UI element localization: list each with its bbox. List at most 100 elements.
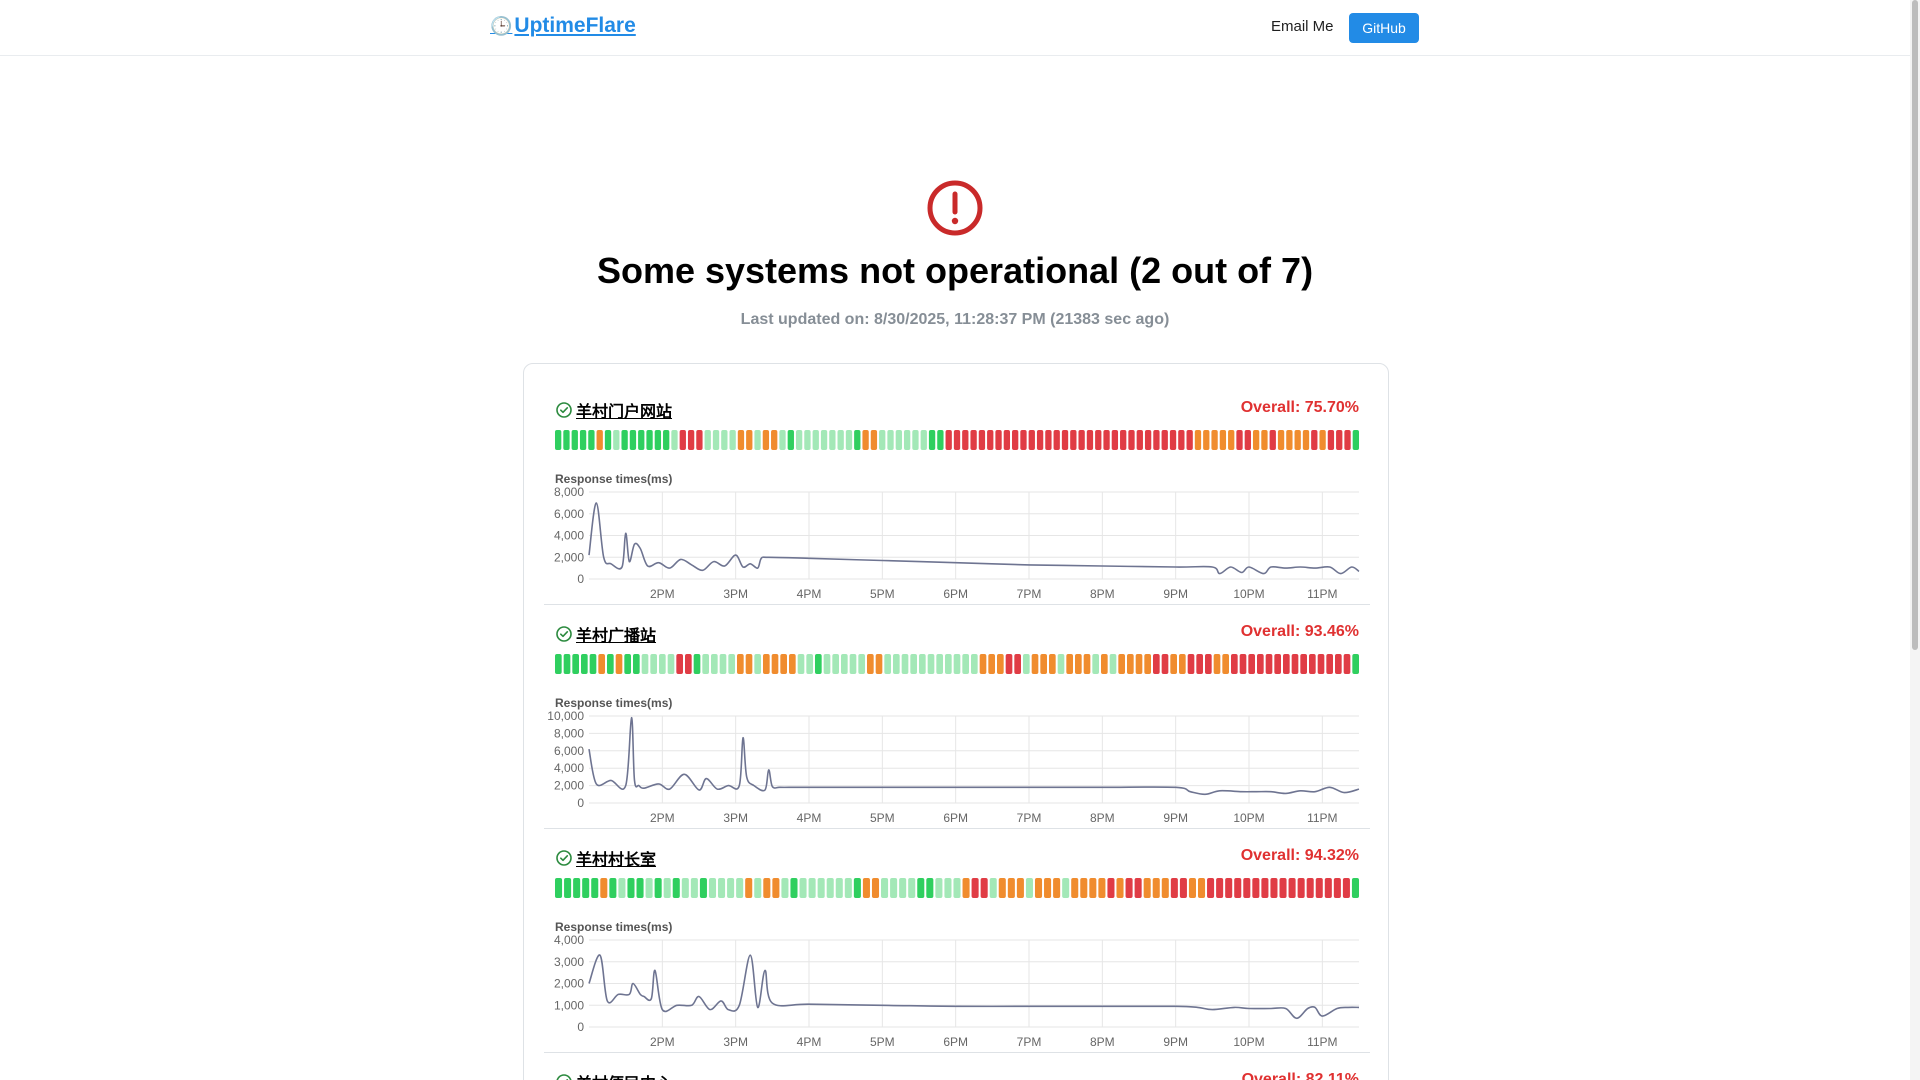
uptime-bar[interactable] — [1153, 430, 1160, 450]
uptime-bar[interactable] — [862, 430, 869, 450]
uptime-bar[interactable] — [858, 654, 865, 674]
uptime-bar[interactable] — [1144, 430, 1152, 450]
uptime-bar[interactable] — [1188, 878, 1196, 898]
uptime-bar[interactable] — [1095, 430, 1102, 450]
uptime-bar[interactable] — [1161, 430, 1168, 450]
uptime-bar[interactable] — [1309, 654, 1316, 674]
uptime-bar[interactable] — [1311, 430, 1318, 450]
uptime-bar[interactable] — [799, 878, 807, 898]
uptime-bar[interactable] — [962, 430, 969, 450]
uptime-bar[interactable] — [837, 430, 844, 450]
uptime-bar[interactable] — [1302, 430, 1310, 450]
uptime-bar[interactable] — [704, 430, 711, 450]
uptime-bar[interactable] — [687, 430, 695, 450]
uptime-bar[interactable] — [579, 430, 587, 450]
uptime-bar[interactable] — [1228, 430, 1235, 450]
uptime-bar[interactable] — [1128, 430, 1135, 450]
uptime-bar[interactable] — [1265, 654, 1273, 674]
uptime-bar[interactable] — [1257, 654, 1264, 674]
uptime-bar[interactable] — [808, 878, 816, 898]
uptime-bar[interactable] — [1080, 878, 1088, 898]
uptime-bar[interactable] — [699, 878, 707, 898]
monitor-name-link[interactable]: 羊村便民中心 — [555, 1070, 672, 1080]
uptime-bar[interactable] — [693, 654, 701, 674]
uptime-bar[interactable] — [1270, 878, 1278, 898]
uptime-bar[interactable] — [1297, 878, 1305, 898]
uptime-bar[interactable] — [588, 430, 595, 450]
uptime-bar[interactable] — [1031, 654, 1039, 674]
uptime-bar[interactable] — [1078, 430, 1085, 450]
uptime-bar[interactable] — [945, 654, 952, 674]
uptime-bar[interactable] — [1161, 878, 1169, 898]
uptime-bar[interactable] — [1053, 878, 1061, 898]
uptime-bar[interactable] — [1023, 654, 1030, 674]
uptime-bar[interactable] — [1061, 430, 1069, 450]
uptime-bar[interactable] — [1352, 430, 1359, 450]
uptime-bar[interactable] — [708, 878, 717, 898]
uptime-bar[interactable] — [604, 430, 612, 450]
uptime-bar[interactable] — [862, 878, 870, 898]
uptime-bar[interactable] — [721, 430, 728, 450]
uptime-bar[interactable] — [1012, 430, 1019, 450]
uptime-bar[interactable] — [1057, 654, 1065, 674]
uptime-bar[interactable] — [781, 878, 789, 898]
uptime-bar[interactable] — [1066, 654, 1073, 674]
uptime-bar[interactable] — [1326, 654, 1333, 674]
uptime-bar[interactable] — [1075, 654, 1082, 674]
uptime-bar[interactable] — [841, 654, 848, 674]
uptime-bar[interactable] — [676, 654, 683, 674]
uptime-bar[interactable] — [1248, 654, 1255, 674]
scrollbar-thumb[interactable] — [1912, 0, 1918, 650]
uptime-bar[interactable] — [690, 878, 698, 898]
uptime-bar[interactable] — [1034, 878, 1043, 898]
uptime-bar[interactable] — [629, 430, 637, 450]
uptime-bar[interactable] — [555, 654, 562, 674]
uptime-bar[interactable] — [1153, 654, 1160, 674]
uptime-bar[interactable] — [1005, 654, 1013, 674]
uptime-bar[interactable] — [867, 654, 874, 674]
uptime-bar[interactable] — [1086, 430, 1094, 450]
uptime-bar[interactable] — [826, 878, 834, 898]
uptime-bars-graphic[interactable] — [555, 430, 1359, 450]
uptime-bar[interactable] — [737, 430, 745, 450]
uptime-bar[interactable] — [702, 654, 709, 674]
uptime-bar[interactable] — [829, 430, 836, 450]
uptime-bar[interactable] — [563, 654, 571, 674]
uptime-bar[interactable] — [1045, 430, 1052, 450]
uptime-bar[interactable] — [1135, 654, 1143, 674]
uptime-bar[interactable] — [627, 878, 635, 898]
uptime-bar[interactable] — [719, 654, 727, 674]
uptime-bar[interactable] — [1049, 654, 1056, 674]
uptime-bar[interactable] — [995, 430, 1002, 450]
uptime-bar[interactable] — [1244, 430, 1251, 450]
uptime-bar[interactable] — [563, 430, 570, 450]
uptime-bar[interactable] — [1351, 878, 1359, 898]
uptime-bar[interactable] — [624, 654, 631, 674]
uptime-bar[interactable] — [646, 430, 653, 450]
uptime-bar[interactable] — [1222, 654, 1229, 674]
uptime-bar[interactable] — [712, 430, 720, 450]
uptime-bar[interactable] — [600, 878, 608, 898]
uptime-bar[interactable] — [979, 654, 987, 674]
uptime-bar[interactable] — [573, 878, 581, 898]
uptime-bar[interactable] — [890, 878, 898, 898]
uptime-bar[interactable] — [1111, 430, 1119, 450]
uptime-bar[interactable] — [1317, 654, 1325, 674]
uptime-bar[interactable] — [667, 654, 675, 674]
uptime-bar[interactable] — [654, 878, 662, 898]
uptime-bars[interactable] — [555, 878, 1359, 898]
uptime-bar[interactable] — [555, 430, 562, 450]
uptime-bar[interactable] — [1143, 878, 1151, 898]
uptime-bar[interactable] — [1194, 430, 1202, 450]
uptime-bar[interactable] — [987, 430, 994, 450]
uptime-bar[interactable] — [970, 430, 977, 450]
uptime-bar[interactable] — [1213, 654, 1221, 674]
uptime-bar[interactable] — [1236, 430, 1243, 450]
uptime-bar[interactable] — [1344, 430, 1351, 450]
uptime-bar[interactable] — [1003, 430, 1011, 450]
uptime-bar[interactable] — [887, 430, 894, 450]
uptime-bar[interactable] — [591, 878, 599, 898]
uptime-bar[interactable] — [1315, 878, 1323, 898]
uptime-bar[interactable] — [1234, 878, 1242, 898]
uptime-bar[interactable] — [953, 430, 961, 450]
